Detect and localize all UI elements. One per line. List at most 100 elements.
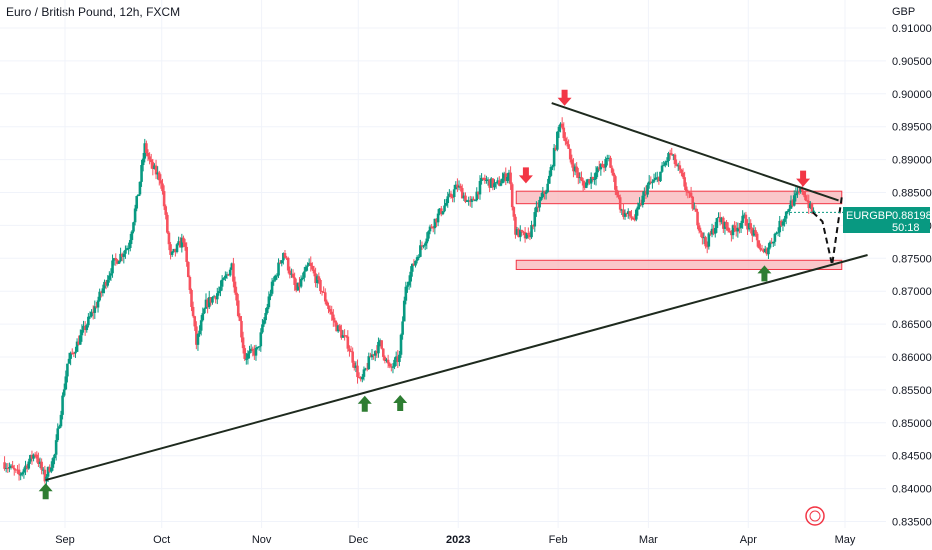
- candle: [483, 174, 487, 184]
- candle: [209, 296, 213, 306]
- candle: [673, 153, 677, 168]
- candle: [319, 278, 322, 295]
- arrow-down-icon[interactable]: [557, 89, 572, 106]
- candle-body: [17, 469, 21, 475]
- candle: [804, 190, 807, 202]
- arrow-down-icon[interactable]: [796, 170, 811, 187]
- candle: [778, 215, 782, 238]
- candle-body: [359, 377, 363, 380]
- candle: [103, 279, 106, 294]
- candle-body: [454, 184, 458, 190]
- candle: [419, 239, 422, 258]
- candle: [354, 361, 358, 373]
- candle-body: [153, 165, 156, 170]
- candle: [607, 154, 611, 162]
- candle-body: [768, 242, 772, 248]
- candle: [509, 166, 512, 190]
- candle: [314, 267, 317, 288]
- candle: [552, 143, 556, 171]
- candle: [551, 164, 554, 171]
- candle-body: [759, 248, 762, 250]
- candle: [441, 211, 445, 216]
- ascending-trendline[interactable]: [45, 254, 868, 482]
- candle: [631, 216, 635, 220]
- candle-body: [796, 191, 799, 194]
- candle: [501, 172, 504, 184]
- candle: [409, 266, 412, 288]
- arrow-up-icon[interactable]: [393, 395, 408, 412]
- candle-body: [651, 181, 654, 183]
- candle-body: [788, 208, 791, 212]
- candle-body: [190, 290, 193, 307]
- candle: [188, 275, 192, 294]
- candle-body: [164, 206, 168, 215]
- candle-body: [145, 143, 148, 153]
- arrow-down-icon[interactable]: [518, 167, 533, 184]
- candle: [520, 229, 524, 236]
- candle: [557, 124, 561, 138]
- candle: [32, 453, 35, 462]
- candles: [3, 117, 815, 487]
- y-tick-label: 0.86000: [892, 352, 932, 364]
- arrow-up-icon[interactable]: [38, 483, 53, 500]
- candle-body: [138, 181, 142, 195]
- candle: [64, 370, 68, 391]
- candle-body: [87, 316, 90, 326]
- candle: [283, 250, 287, 259]
- candle-body: [117, 261, 121, 264]
- candle-body: [206, 299, 209, 308]
- candle: [299, 275, 303, 289]
- candle-body: [533, 212, 537, 227]
- candle-body: [256, 346, 259, 348]
- candle: [477, 191, 480, 199]
- candle: [670, 147, 674, 156]
- candle: [348, 345, 351, 357]
- y-tick-label: 0.86500: [892, 319, 932, 331]
- support_zone[interactable]: [515, 259, 843, 270]
- candle-body: [414, 260, 417, 266]
- candle-body: [193, 316, 197, 327]
- candle-body: [159, 180, 163, 184]
- arrow-up-icon[interactable]: [357, 395, 372, 412]
- candle-body: [212, 296, 216, 298]
- candle-body: [501, 178, 504, 184]
- candle: [124, 245, 127, 259]
- candle: [138, 181, 142, 196]
- candle: [759, 243, 762, 252]
- candle: [398, 351, 401, 367]
- candle: [240, 315, 243, 343]
- candle-body: [689, 192, 693, 197]
- candle-body: [269, 293, 272, 297]
- arrow-up-icon[interactable]: [757, 265, 772, 282]
- candle-body: [654, 177, 657, 180]
- candle-body: [423, 243, 427, 246]
- candle-body: [668, 153, 672, 155]
- candle: [170, 251, 174, 257]
- candle: [230, 262, 234, 271]
- projection-path[interactable]: [812, 196, 843, 266]
- candle-body: [638, 202, 641, 207]
- candle: [22, 467, 26, 479]
- candle: [277, 258, 280, 279]
- candle-body: [233, 281, 237, 293]
- candle: [591, 176, 595, 182]
- descending-trendline[interactable]: [551, 102, 839, 202]
- candle-body: [609, 157, 612, 168]
- candle: [204, 293, 208, 309]
- candle: [390, 363, 393, 372]
- candle: [481, 177, 485, 181]
- candle: [172, 248, 176, 253]
- candle-body: [167, 232, 171, 245]
- price-tag-symbol: EURGBP: [846, 210, 892, 222]
- candle: [623, 209, 627, 220]
- candle-body: [480, 177, 483, 181]
- candle-body: [322, 291, 325, 293]
- candle-body: [83, 325, 87, 331]
- candle-body: [494, 182, 498, 184]
- candle: [676, 162, 680, 172]
- y-tick-label: 0.87000: [892, 286, 932, 298]
- price-tag[interactable]: EURGBP 0.88198 50:18: [843, 207, 932, 234]
- candle: [17, 463, 21, 481]
- candle-body: [172, 248, 176, 252]
